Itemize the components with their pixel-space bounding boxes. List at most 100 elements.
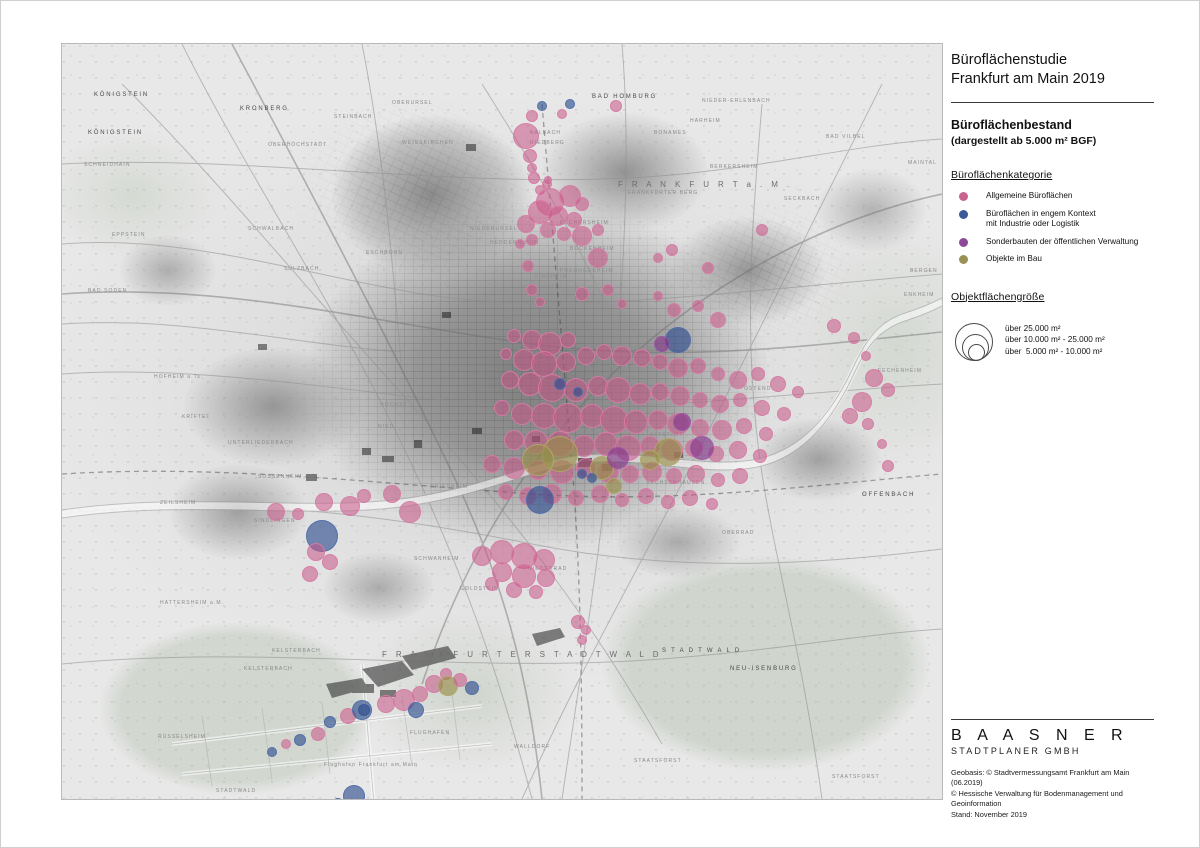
map-bubble-industry[interactable]: [294, 734, 306, 746]
map-bubble-general[interactable]: [513, 123, 539, 149]
map-bubble-construction[interactable]: [606, 478, 622, 494]
map-bubble-general[interactable]: [668, 358, 688, 378]
map-bubble-industry[interactable]: [465, 681, 479, 695]
map-bubble-general[interactable]: [648, 410, 668, 430]
map-bubble-general[interactable]: [577, 347, 595, 365]
map-bubble-general[interactable]: [485, 577, 499, 591]
map-bubble-general[interactable]: [792, 386, 804, 398]
map-bubble-industry[interactable]: [554, 378, 566, 390]
legend-category-allgemeine-buroflachen[interactable]: Allgemeine Büroflächen: [951, 191, 1156, 202]
legend-category-sonderbauten-verwaltung[interactable]: Sonderbauten der öffentlichen Verwaltung: [951, 237, 1156, 248]
map-bubble-general[interactable]: [848, 332, 860, 344]
map-bubble-public[interactable]: [673, 413, 691, 431]
map-bubble-general[interactable]: [756, 224, 768, 236]
map-bubble-industry[interactable]: [537, 101, 547, 111]
map-bubble-general[interactable]: [557, 227, 571, 241]
map-bubble-public[interactable]: [654, 336, 670, 352]
map-bubble-industry[interactable]: [565, 99, 575, 109]
map-bubble-industry[interactable]: [526, 486, 554, 514]
map-bubble-general[interactable]: [759, 427, 773, 441]
map-bubble-industry[interactable]: [352, 700, 372, 720]
map-bubble-general[interactable]: [588, 248, 608, 268]
map-bubble-general[interactable]: [733, 393, 747, 407]
map-bubble-general[interactable]: [877, 439, 887, 449]
map-bubble-general[interactable]: [651, 383, 669, 401]
map-bubble-general[interactable]: [340, 496, 360, 516]
map-bubble-general[interactable]: [553, 403, 583, 433]
map-bubble-general[interactable]: [666, 244, 678, 256]
map-bubble-general[interactable]: [581, 625, 591, 635]
map-bubble-general[interactable]: [572, 226, 592, 246]
map-bubble-general[interactable]: [842, 408, 858, 424]
map-bubble-general[interactable]: [653, 253, 663, 263]
map-bubble-general[interactable]: [687, 465, 705, 483]
map-bubble-general[interactable]: [882, 460, 894, 472]
map-bubble-general[interactable]: [770, 376, 786, 392]
map-bubble-general[interactable]: [711, 367, 725, 381]
map-bubble-general[interactable]: [577, 635, 587, 645]
map-bubble-general[interactable]: [307, 543, 325, 561]
map-bubble-general[interactable]: [610, 100, 622, 112]
map-bubble-industry[interactable]: [577, 469, 587, 479]
map-bubble-general[interactable]: [533, 549, 555, 571]
map-bubble-general[interactable]: [753, 449, 767, 463]
map-bubble-general[interactable]: [302, 566, 318, 582]
map-bubble-general[interactable]: [522, 260, 534, 272]
map-bubble-general[interactable]: [596, 344, 612, 360]
map-bubble-general[interactable]: [666, 468, 682, 484]
map-bubble-industry[interactable]: [665, 327, 691, 353]
map-bubble-general[interactable]: [483, 455, 501, 473]
map-bubble-general[interactable]: [311, 727, 325, 741]
map-bubble-general[interactable]: [690, 358, 706, 374]
map-bubble-general[interactable]: [528, 172, 540, 184]
map-bubble-general[interactable]: [357, 489, 371, 503]
map-bubble-general[interactable]: [621, 465, 639, 483]
map-bubble-general[interactable]: [712, 420, 732, 440]
map-bubble-general[interactable]: [600, 406, 628, 434]
map-bubble-general[interactable]: [494, 400, 510, 416]
map-bubble-general[interactable]: [653, 291, 663, 301]
map-bubble-general[interactable]: [691, 419, 709, 437]
map-bubble-general[interactable]: [526, 234, 538, 246]
map-bubble-general[interactable]: [515, 239, 525, 249]
map-bubble-general[interactable]: [629, 383, 651, 405]
map-bubble-general[interactable]: [861, 351, 871, 361]
map-bubble-general[interactable]: [881, 383, 895, 397]
map-bubble-industry[interactable]: [408, 702, 424, 718]
map-bubble-construction[interactable]: [522, 444, 554, 476]
map-bubble-general[interactable]: [617, 299, 627, 309]
map-bubble-general[interactable]: [529, 585, 543, 599]
map-bubble-general[interactable]: [492, 562, 512, 582]
map-bubble-general[interactable]: [504, 430, 524, 450]
map-frame[interactable]: KÖNIGSTEIN KÖNIGSTEIN SCHNEIDHAIN KRONBERG O…: [61, 43, 943, 800]
map-bubble-general[interactable]: [706, 498, 718, 510]
map-bubble-general[interactable]: [556, 352, 576, 372]
map-bubble-general[interactable]: [605, 377, 631, 403]
map-bubble-general[interactable]: [633, 349, 651, 367]
legend-category-objekte-im-bau[interactable]: Objekte im Bau: [951, 254, 1156, 265]
map-bubble-general[interactable]: [777, 407, 791, 421]
map-bubble-general[interactable]: [383, 485, 401, 503]
map-bubble-public[interactable]: [607, 447, 629, 469]
map-bubble-general[interactable]: [523, 149, 537, 163]
map-bubble-general[interactable]: [692, 300, 704, 312]
map-bubble-industry[interactable]: [587, 473, 597, 483]
map-bubble-general[interactable]: [267, 503, 285, 521]
map-bubble-construction[interactable]: [640, 450, 660, 470]
map-bubble-general[interactable]: [652, 354, 668, 370]
map-bubble-public[interactable]: [690, 436, 714, 460]
map-bubble-general[interactable]: [506, 582, 522, 598]
map-bubble-general[interactable]: [566, 212, 582, 228]
map-bubble-general[interactable]: [736, 418, 752, 434]
map-bubble-general[interactable]: [615, 493, 629, 507]
map-bubble-general[interactable]: [575, 287, 589, 301]
map-bubble-general[interactable]: [862, 418, 874, 430]
map-bubble-general[interactable]: [692, 392, 708, 408]
map-bubble-general[interactable]: [710, 312, 726, 328]
map-bubble-general[interactable]: [667, 303, 681, 317]
map-bubble-general[interactable]: [729, 441, 747, 459]
map-bubble-general[interactable]: [852, 392, 872, 412]
map-bubble-general[interactable]: [602, 284, 614, 296]
map-canvas[interactable]: KÖNIGSTEIN KÖNIGSTEIN SCHNEIDHAIN KRONBERG O…: [62, 44, 942, 799]
map-bubble-general[interactable]: [754, 400, 770, 416]
